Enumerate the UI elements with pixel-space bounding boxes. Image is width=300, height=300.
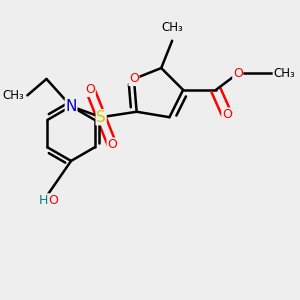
Text: N: N — [65, 99, 77, 114]
Text: S: S — [96, 110, 106, 125]
Text: O: O — [85, 83, 95, 96]
Text: CH₃: CH₃ — [3, 89, 25, 102]
Text: O: O — [233, 67, 243, 80]
Text: H: H — [39, 194, 48, 207]
Text: O: O — [107, 138, 117, 151]
Text: O: O — [48, 194, 58, 207]
Text: CH₃: CH₃ — [273, 67, 295, 80]
Text: O: O — [129, 73, 139, 85]
Text: CH₃: CH₃ — [161, 21, 183, 34]
Text: O: O — [222, 108, 232, 121]
